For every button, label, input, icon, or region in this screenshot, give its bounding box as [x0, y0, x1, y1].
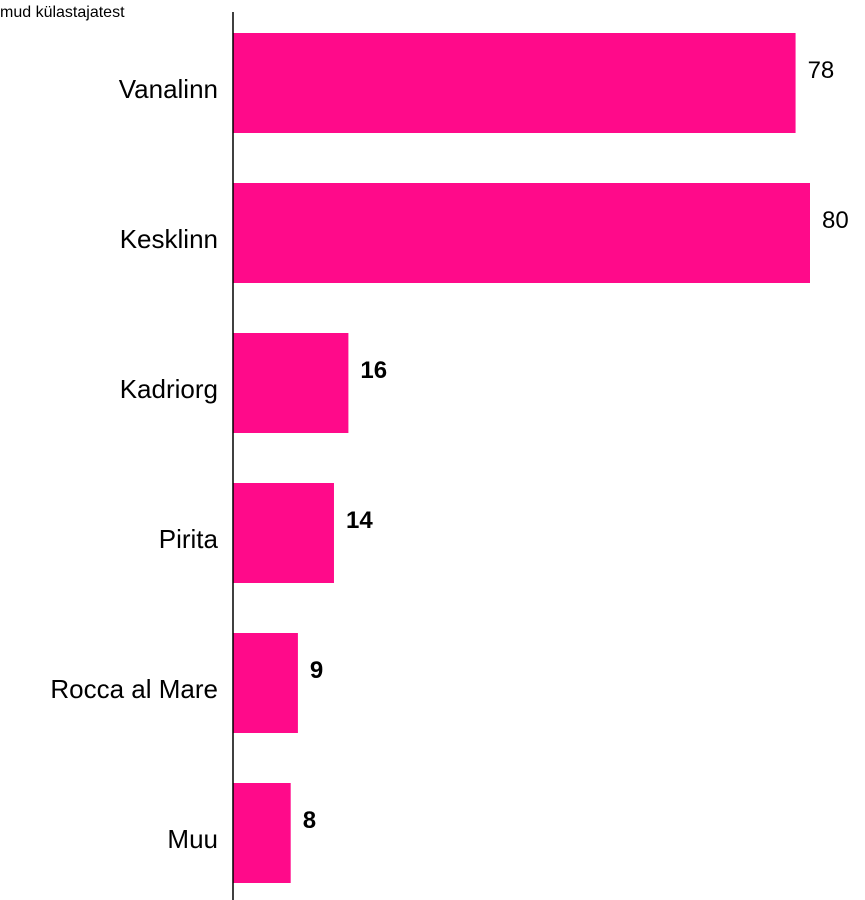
- value-label: 14: [346, 507, 373, 534]
- bar-5: [233, 783, 291, 883]
- bar-3: [233, 483, 334, 583]
- bar-1: [233, 183, 810, 283]
- bar-0: [233, 33, 796, 133]
- category-label: Rocca al Mare: [50, 674, 218, 704]
- bar-4: [233, 633, 298, 733]
- category-label: Kadriorg: [120, 374, 218, 404]
- category-label: Muu: [167, 824, 218, 854]
- value-label: 9: [310, 657, 323, 684]
- category-label: Kesklinn: [120, 224, 218, 254]
- chart-title: mud külastajatest: [0, 4, 125, 21]
- bars-group: [233, 33, 810, 883]
- bar-2: [233, 333, 348, 433]
- category-labels-group: Vanalinn Kesklinn Kadriorg Pirita Rocca al M…: [50, 74, 218, 854]
- category-label: Pirita: [159, 524, 219, 554]
- value-label: 78: [808, 57, 835, 84]
- value-label: 8: [303, 807, 316, 834]
- category-label: Vanalinn: [119, 74, 218, 104]
- value-label: 80: [822, 207, 849, 234]
- value-labels-group: 78 80 16 14 9 8: [303, 57, 849, 834]
- value-label: 16: [360, 357, 387, 384]
